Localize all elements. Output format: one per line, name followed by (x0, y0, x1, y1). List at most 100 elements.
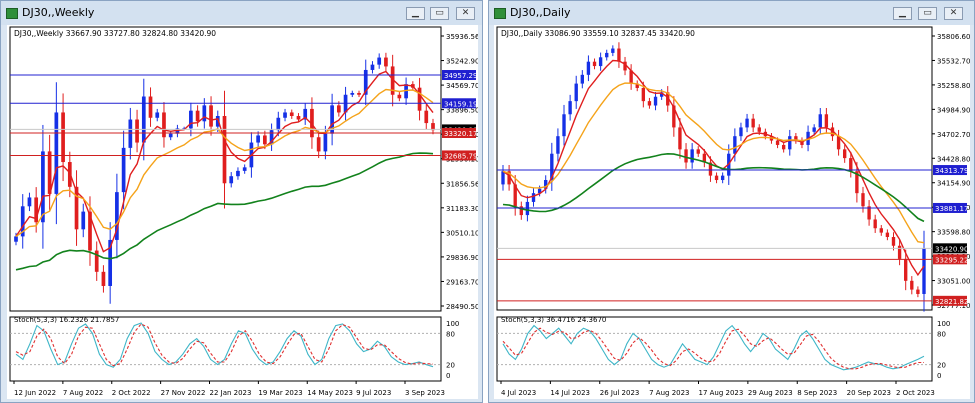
chart-background (494, 25, 970, 399)
minimize-button[interactable]: ▁ (406, 7, 425, 20)
candle-body (81, 211, 86, 230)
candle-body (916, 289, 920, 294)
candle-body (867, 206, 871, 220)
time-axis-label: 7 Aug 2022 (63, 389, 103, 397)
stoch-main-line (15, 322, 434, 368)
price-level-label: 33881.17 (935, 205, 968, 213)
weekly-window-title: DJ30,,Weekly (22, 6, 95, 19)
candle-body (635, 83, 639, 88)
price-level-label: 33295.22 (935, 256, 968, 264)
time-axis-label: 2 Oct 2023 (896, 389, 935, 397)
time-axis-label: 19 Mar 2023 (258, 389, 302, 397)
candle-body (629, 70, 633, 84)
candle-body (666, 92, 670, 106)
candle-body (672, 105, 676, 128)
candle-body (276, 117, 281, 131)
candle-body (215, 115, 220, 127)
price-tick-label: 29836.90 (446, 254, 478, 262)
price-level-label: 33320.17 (444, 130, 477, 138)
candle-body (519, 206, 523, 216)
candle-body (61, 112, 65, 163)
moving-average-slow-line (15, 152, 434, 271)
candle-body (417, 87, 422, 111)
moving-average-mid-line (502, 82, 925, 244)
price-tick-label: 33051.00 (937, 278, 970, 286)
price-tick-label: 31856.56 (446, 180, 478, 188)
candle-body (263, 135, 267, 145)
candle-body (641, 87, 646, 102)
candle-body (696, 149, 700, 154)
minimize-button[interactable]: ▁ (893, 7, 912, 20)
candle-body (623, 61, 627, 71)
candle-body (47, 151, 52, 194)
candle-body (54, 112, 59, 194)
price-level-label-bg (933, 165, 967, 176)
chart-window-icon (494, 8, 506, 19)
candle-body (283, 112, 287, 118)
moving-average-fast-line (502, 59, 925, 277)
candle-body (598, 57, 603, 67)
candle-body (20, 206, 25, 237)
price-tick-label: 33896.50 (446, 107, 478, 115)
time-axis-label: 26 Jul 2023 (600, 389, 640, 397)
price-level-label-bg (442, 98, 476, 109)
stoch-signal-line (15, 323, 434, 367)
time-axis-label: 3 Sep 2023 (405, 389, 445, 397)
candle-body (115, 192, 119, 240)
candle-body (175, 128, 180, 134)
candle-body (592, 61, 597, 67)
candle-body (525, 201, 530, 216)
candle-body (350, 92, 355, 95)
stoch-main-line (502, 324, 925, 371)
candle-body (586, 61, 591, 75)
candle-body (739, 127, 743, 137)
price-tick-label: 35806.60 (937, 33, 970, 41)
time-axis-label: 27 Nov 2022 (161, 389, 206, 397)
weekly-window-titlebar[interactable]: DJ30,,Weekly ▁ ▭ ✕ (1, 1, 482, 25)
candle-body (659, 92, 664, 97)
candle-body (128, 119, 133, 148)
stoch-tick-label: 20 (937, 362, 946, 370)
time-axis-label: 17 Aug 2023 (699, 389, 744, 397)
chart-window-icon (6, 8, 18, 19)
candle-body (568, 101, 572, 115)
weekly-candlestick-chart[interactable]: DJ30,,Weekly 33667.90 33727.80 32824.80 … (7, 25, 478, 399)
candle-body (781, 144, 786, 150)
candle-body (222, 115, 227, 184)
candle-body (708, 162, 713, 176)
daily-window-titlebar[interactable]: DJ30,,Daily ▁ ▭ ✕ (489, 1, 974, 25)
price-level-label-bg (933, 202, 967, 213)
candle-body (121, 147, 126, 193)
price-level-label-bg (442, 150, 476, 161)
candle-body (550, 153, 554, 181)
candle-body (843, 149, 847, 159)
candle-body (647, 101, 652, 106)
daily-candlestick-chart[interactable]: DJ30,,Daily 33086.90 33559.10 32837.45 3… (494, 25, 970, 399)
chart-header-ohlc: DJ30,,Weekly 33667.90 33727.80 32824.80 … (14, 29, 216, 38)
chart-header-ohlc: DJ30,,Daily 33086.90 33559.10 32837.45 3… (501, 29, 695, 38)
candle-body (108, 239, 113, 286)
candle-body (617, 48, 621, 62)
restore-button[interactable]: ▭ (918, 7, 937, 20)
close-button[interactable]: ✕ (456, 7, 475, 20)
candle-body (757, 127, 761, 132)
close-button[interactable]: ✕ (944, 7, 963, 20)
restore-button[interactable]: ▭ (430, 7, 449, 20)
candle-body (897, 245, 902, 259)
candle-body (256, 135, 260, 143)
candle-body (910, 280, 914, 290)
candle-body (501, 171, 505, 185)
candle-body (431, 123, 435, 131)
price-level-label-bg (933, 243, 967, 254)
price-tick-label: 30510.10 (446, 229, 478, 237)
candle-body (330, 105, 334, 134)
candle-body (74, 186, 79, 230)
time-axis-label: 20 Sep 2023 (847, 389, 891, 397)
candle-body (574, 83, 578, 102)
moving-average-slow-line (502, 152, 925, 223)
candle-body (904, 258, 908, 281)
time-axis-label: 4 Jul 2023 (501, 389, 536, 397)
candle-body (611, 48, 615, 53)
price-tick-label: 31183.30 (446, 205, 478, 213)
candle-body (101, 271, 106, 286)
